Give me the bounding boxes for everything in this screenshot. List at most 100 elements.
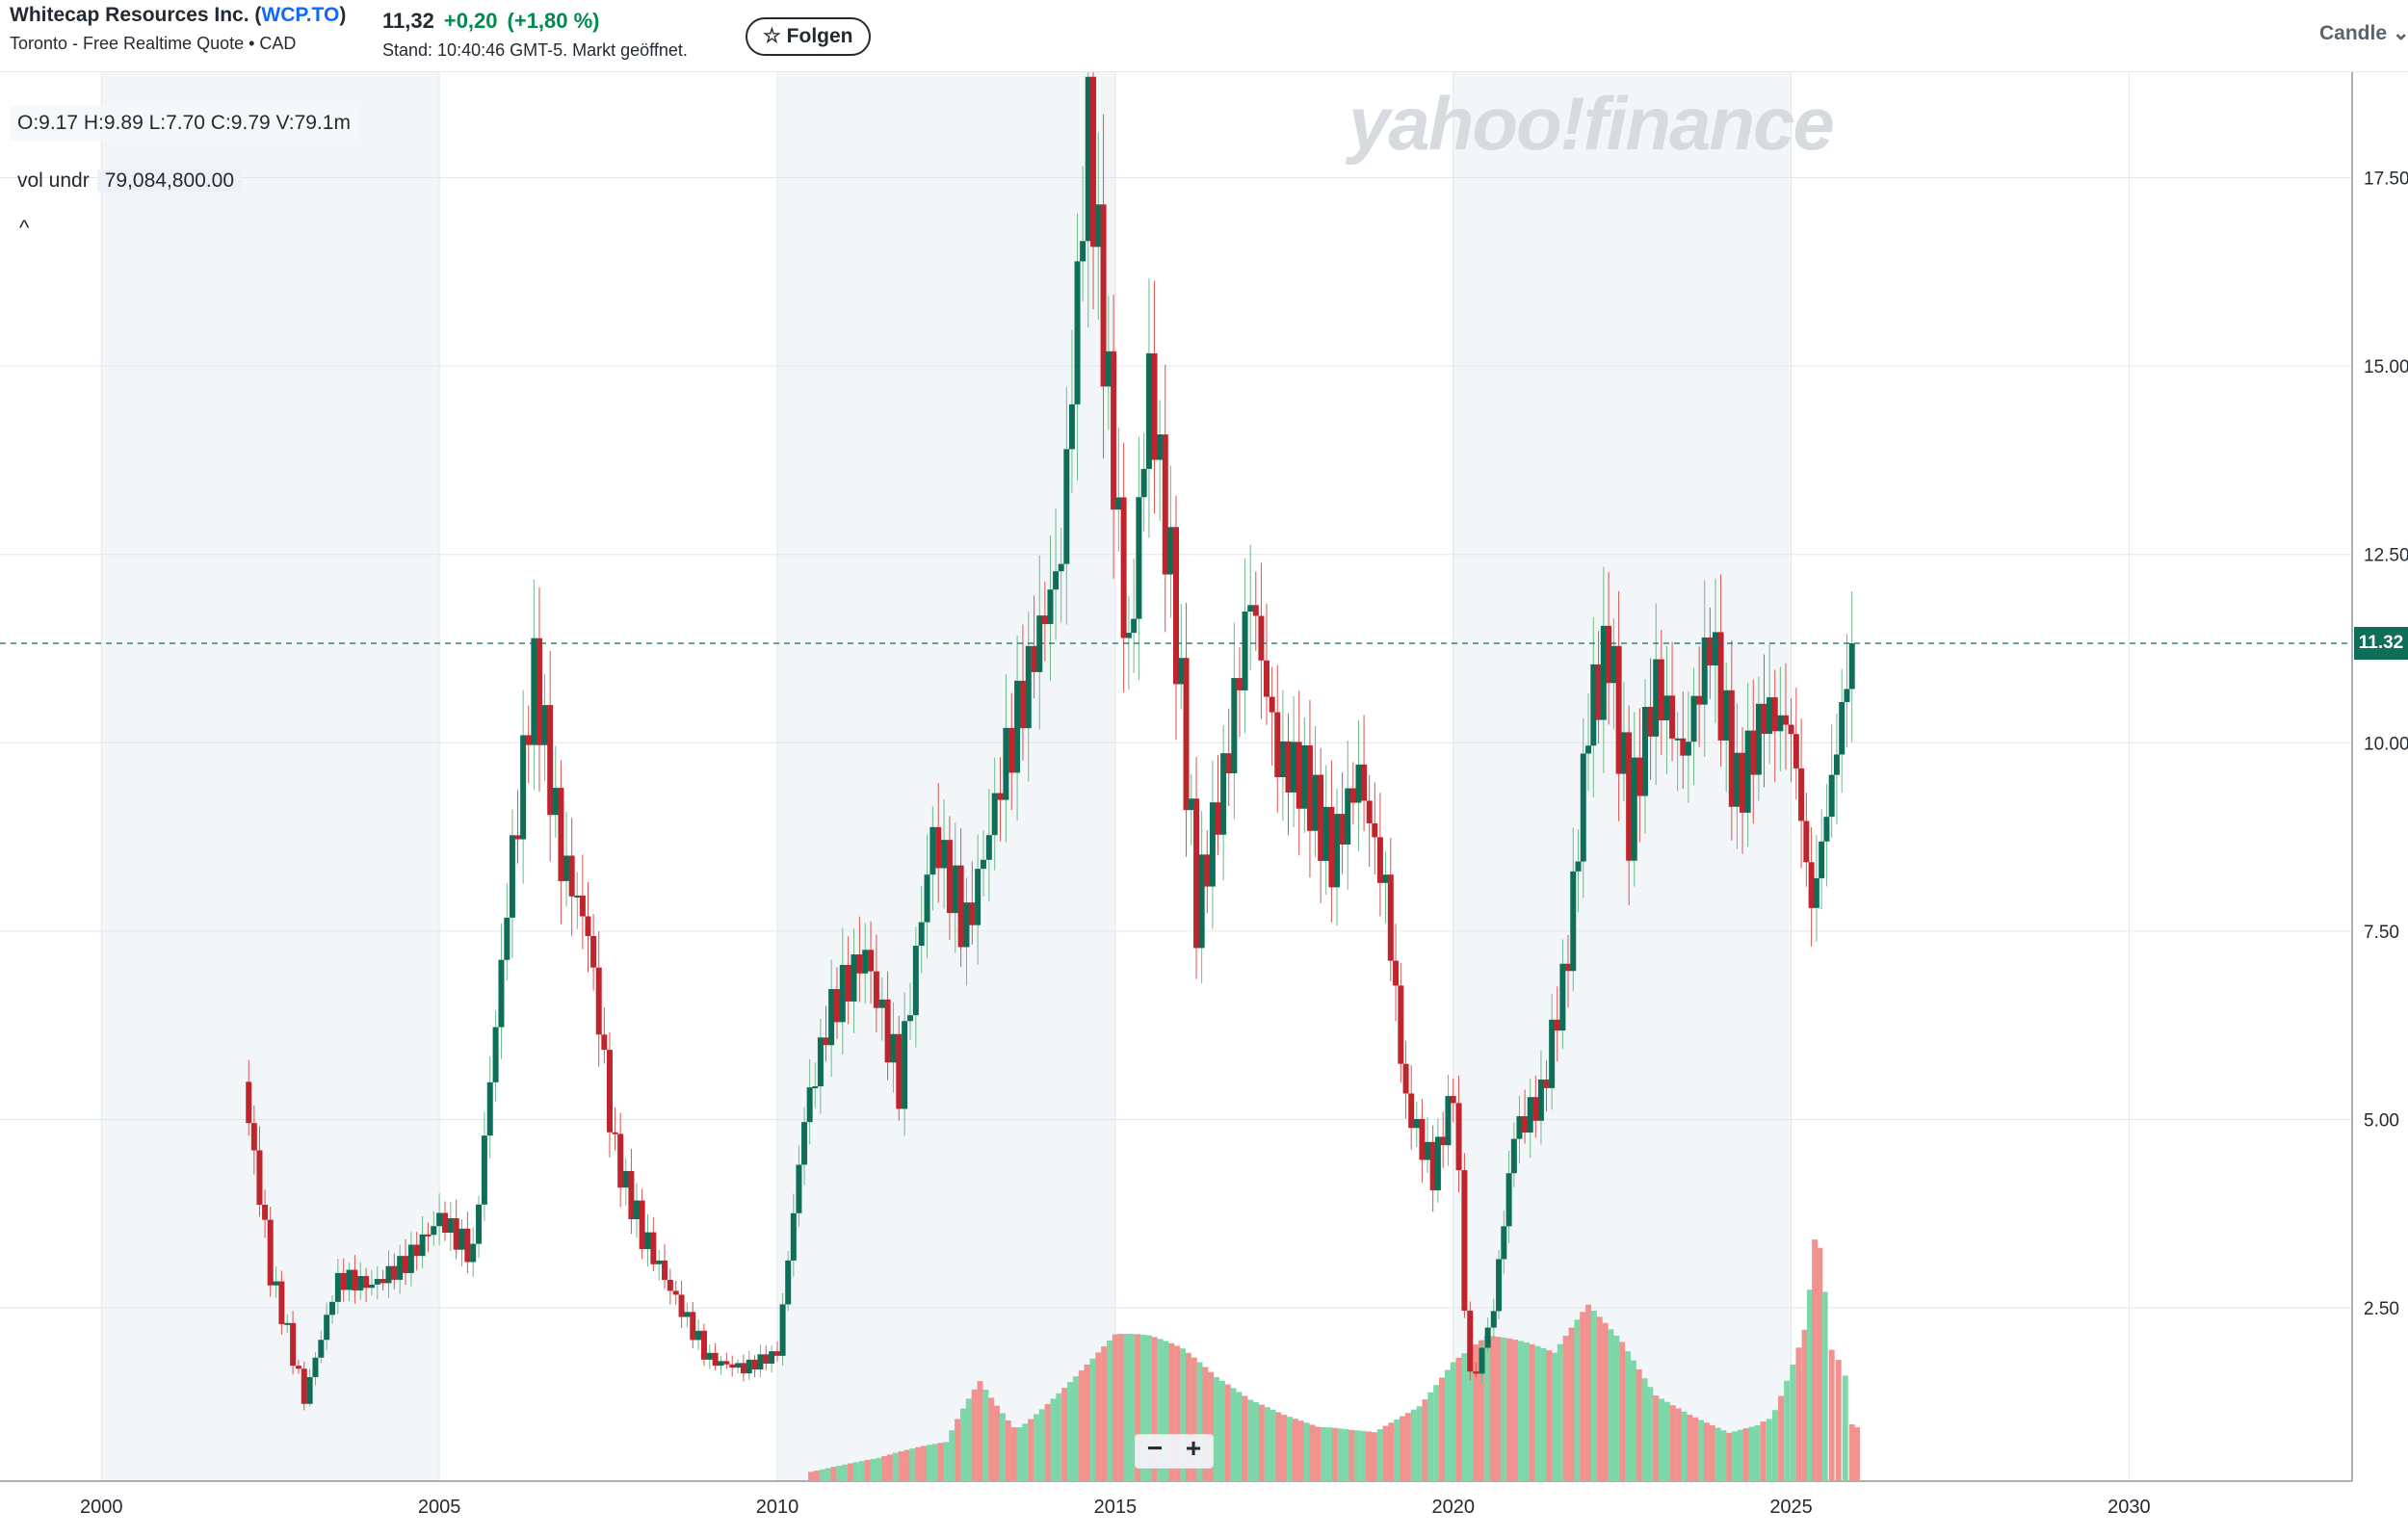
volume-bar: [1703, 1422, 1710, 1481]
volume-bar: [1529, 1343, 1535, 1481]
candle-body: [1376, 837, 1383, 883]
candle-body: [985, 835, 992, 860]
candle-body: [873, 971, 879, 1008]
candle-body: [453, 1218, 459, 1250]
volume-bar: [1828, 1349, 1835, 1481]
volume-bar: [1439, 1377, 1446, 1481]
candle-body: [1429, 1141, 1436, 1191]
candle-body: [301, 1368, 307, 1404]
volume-label: vol undr: [17, 169, 90, 192]
candle-body: [1193, 798, 1200, 949]
candle-body: [368, 1284, 375, 1289]
candle-body: [1653, 659, 1660, 737]
candle-body: [1215, 802, 1221, 835]
zoom-out-button[interactable]: −: [1146, 1433, 1164, 1463]
candle-body: [1047, 589, 1054, 624]
candle-body: [520, 735, 527, 840]
candle-body: [1318, 774, 1324, 861]
candle-body: [941, 840, 948, 869]
volume-bar: [1585, 1304, 1592, 1481]
volume-bar: [1033, 1414, 1039, 1481]
candle-body: [1532, 1097, 1539, 1121]
candle-body: [1225, 753, 1232, 773]
volume-bar: [1084, 1364, 1090, 1481]
volume-bar: [1056, 1393, 1062, 1481]
candle-body: [1345, 788, 1351, 845]
chart-type-dropdown[interactable]: Candle ⌄: [2319, 22, 2408, 44]
volume-bar: [1061, 1388, 1068, 1481]
volume-bar: [1517, 1341, 1524, 1481]
candle-body: [1183, 658, 1190, 811]
candle-body: [1744, 730, 1751, 813]
volume-bar: [965, 1398, 972, 1481]
ticker-link[interactable]: WCP.TO: [261, 4, 340, 26]
candle-body: [644, 1232, 651, 1250]
volume-bar: [994, 1405, 1001, 1481]
volume-bar: [1264, 1407, 1270, 1481]
candle-body: [1734, 752, 1741, 807]
price-chart[interactable]: 2.50 5.00 7.50 10.00 12.50 15.00 17.50 2000 2005…: [0, 72, 2408, 1537]
volume-bar: [1297, 1420, 1304, 1481]
candle-body: [1291, 742, 1297, 793]
candle-body: [1008, 727, 1015, 773]
volume-bar: [1835, 1360, 1842, 1481]
volume-bar: [1292, 1419, 1298, 1481]
candle-body: [851, 954, 857, 1002]
x-tick-label: 2000: [80, 1497, 123, 1518]
x-tick-label: 2015: [1094, 1497, 1138, 1518]
volume-bar: [1185, 1352, 1191, 1481]
candle-body: [1771, 697, 1778, 732]
volume-bar: [858, 1461, 865, 1481]
candle-body: [1115, 497, 1122, 510]
volume-bar: [1258, 1404, 1265, 1481]
candle-body: [1204, 854, 1211, 887]
candle-body: [817, 1037, 824, 1087]
collapse-chevron-icon[interactable]: ^: [19, 216, 30, 240]
zoom-in-button[interactable]: +: [1185, 1433, 1202, 1463]
candle-body: [896, 1033, 903, 1109]
volume-bar: [886, 1454, 893, 1481]
candle-body: [1537, 1079, 1544, 1121]
candle-body: [1559, 963, 1566, 1031]
volume-bar: [1523, 1342, 1530, 1481]
candle-body: [1549, 1019, 1556, 1088]
candle-body: [1767, 697, 1773, 735]
candle-body: [590, 936, 597, 968]
volume-bar: [1754, 1425, 1761, 1481]
candle-body: [1425, 1141, 1431, 1160]
volume-bar: [1726, 1432, 1733, 1481]
candle-body: [695, 1330, 702, 1341]
candle-body: [1690, 695, 1697, 742]
volume-bar: [1129, 1334, 1136, 1481]
candle-body: [700, 1330, 707, 1360]
volume-bar: [848, 1463, 854, 1481]
candle-body: [1505, 1173, 1512, 1227]
volume-bar: [1242, 1395, 1248, 1481]
candle-body: [1151, 352, 1158, 460]
volume-bar: [1495, 1337, 1502, 1481]
x-tick-label: 2020: [1431, 1497, 1475, 1518]
candle-body: [606, 1050, 613, 1133]
volume-bar: [1072, 1376, 1079, 1481]
volume-bar: [1022, 1423, 1029, 1481]
candle-body: [1173, 527, 1179, 685]
volume-bar: [1760, 1421, 1767, 1481]
candle-body: [981, 859, 987, 870]
candle-body: [1793, 734, 1799, 768]
candle-body: [935, 826, 942, 869]
volume-bar: [1608, 1329, 1614, 1481]
candle-body: [1450, 1096, 1456, 1104]
volume-bar: [1812, 1239, 1819, 1481]
candle-body: [1372, 822, 1378, 838]
volume-bar: [1501, 1337, 1507, 1481]
follow-button[interactable]: ☆ Folgen: [746, 17, 871, 56]
candle-body: [1058, 563, 1064, 572]
volume-bar: [1771, 1410, 1778, 1481]
volume-bar: [1427, 1392, 1434, 1481]
x-tick-label: 2005: [418, 1497, 461, 1518]
candle-body: [1434, 1136, 1441, 1191]
candle-body: [1355, 764, 1362, 803]
candle-body: [1393, 960, 1400, 986]
candle-body: [1636, 757, 1643, 796]
candle-body: [1382, 874, 1389, 883]
